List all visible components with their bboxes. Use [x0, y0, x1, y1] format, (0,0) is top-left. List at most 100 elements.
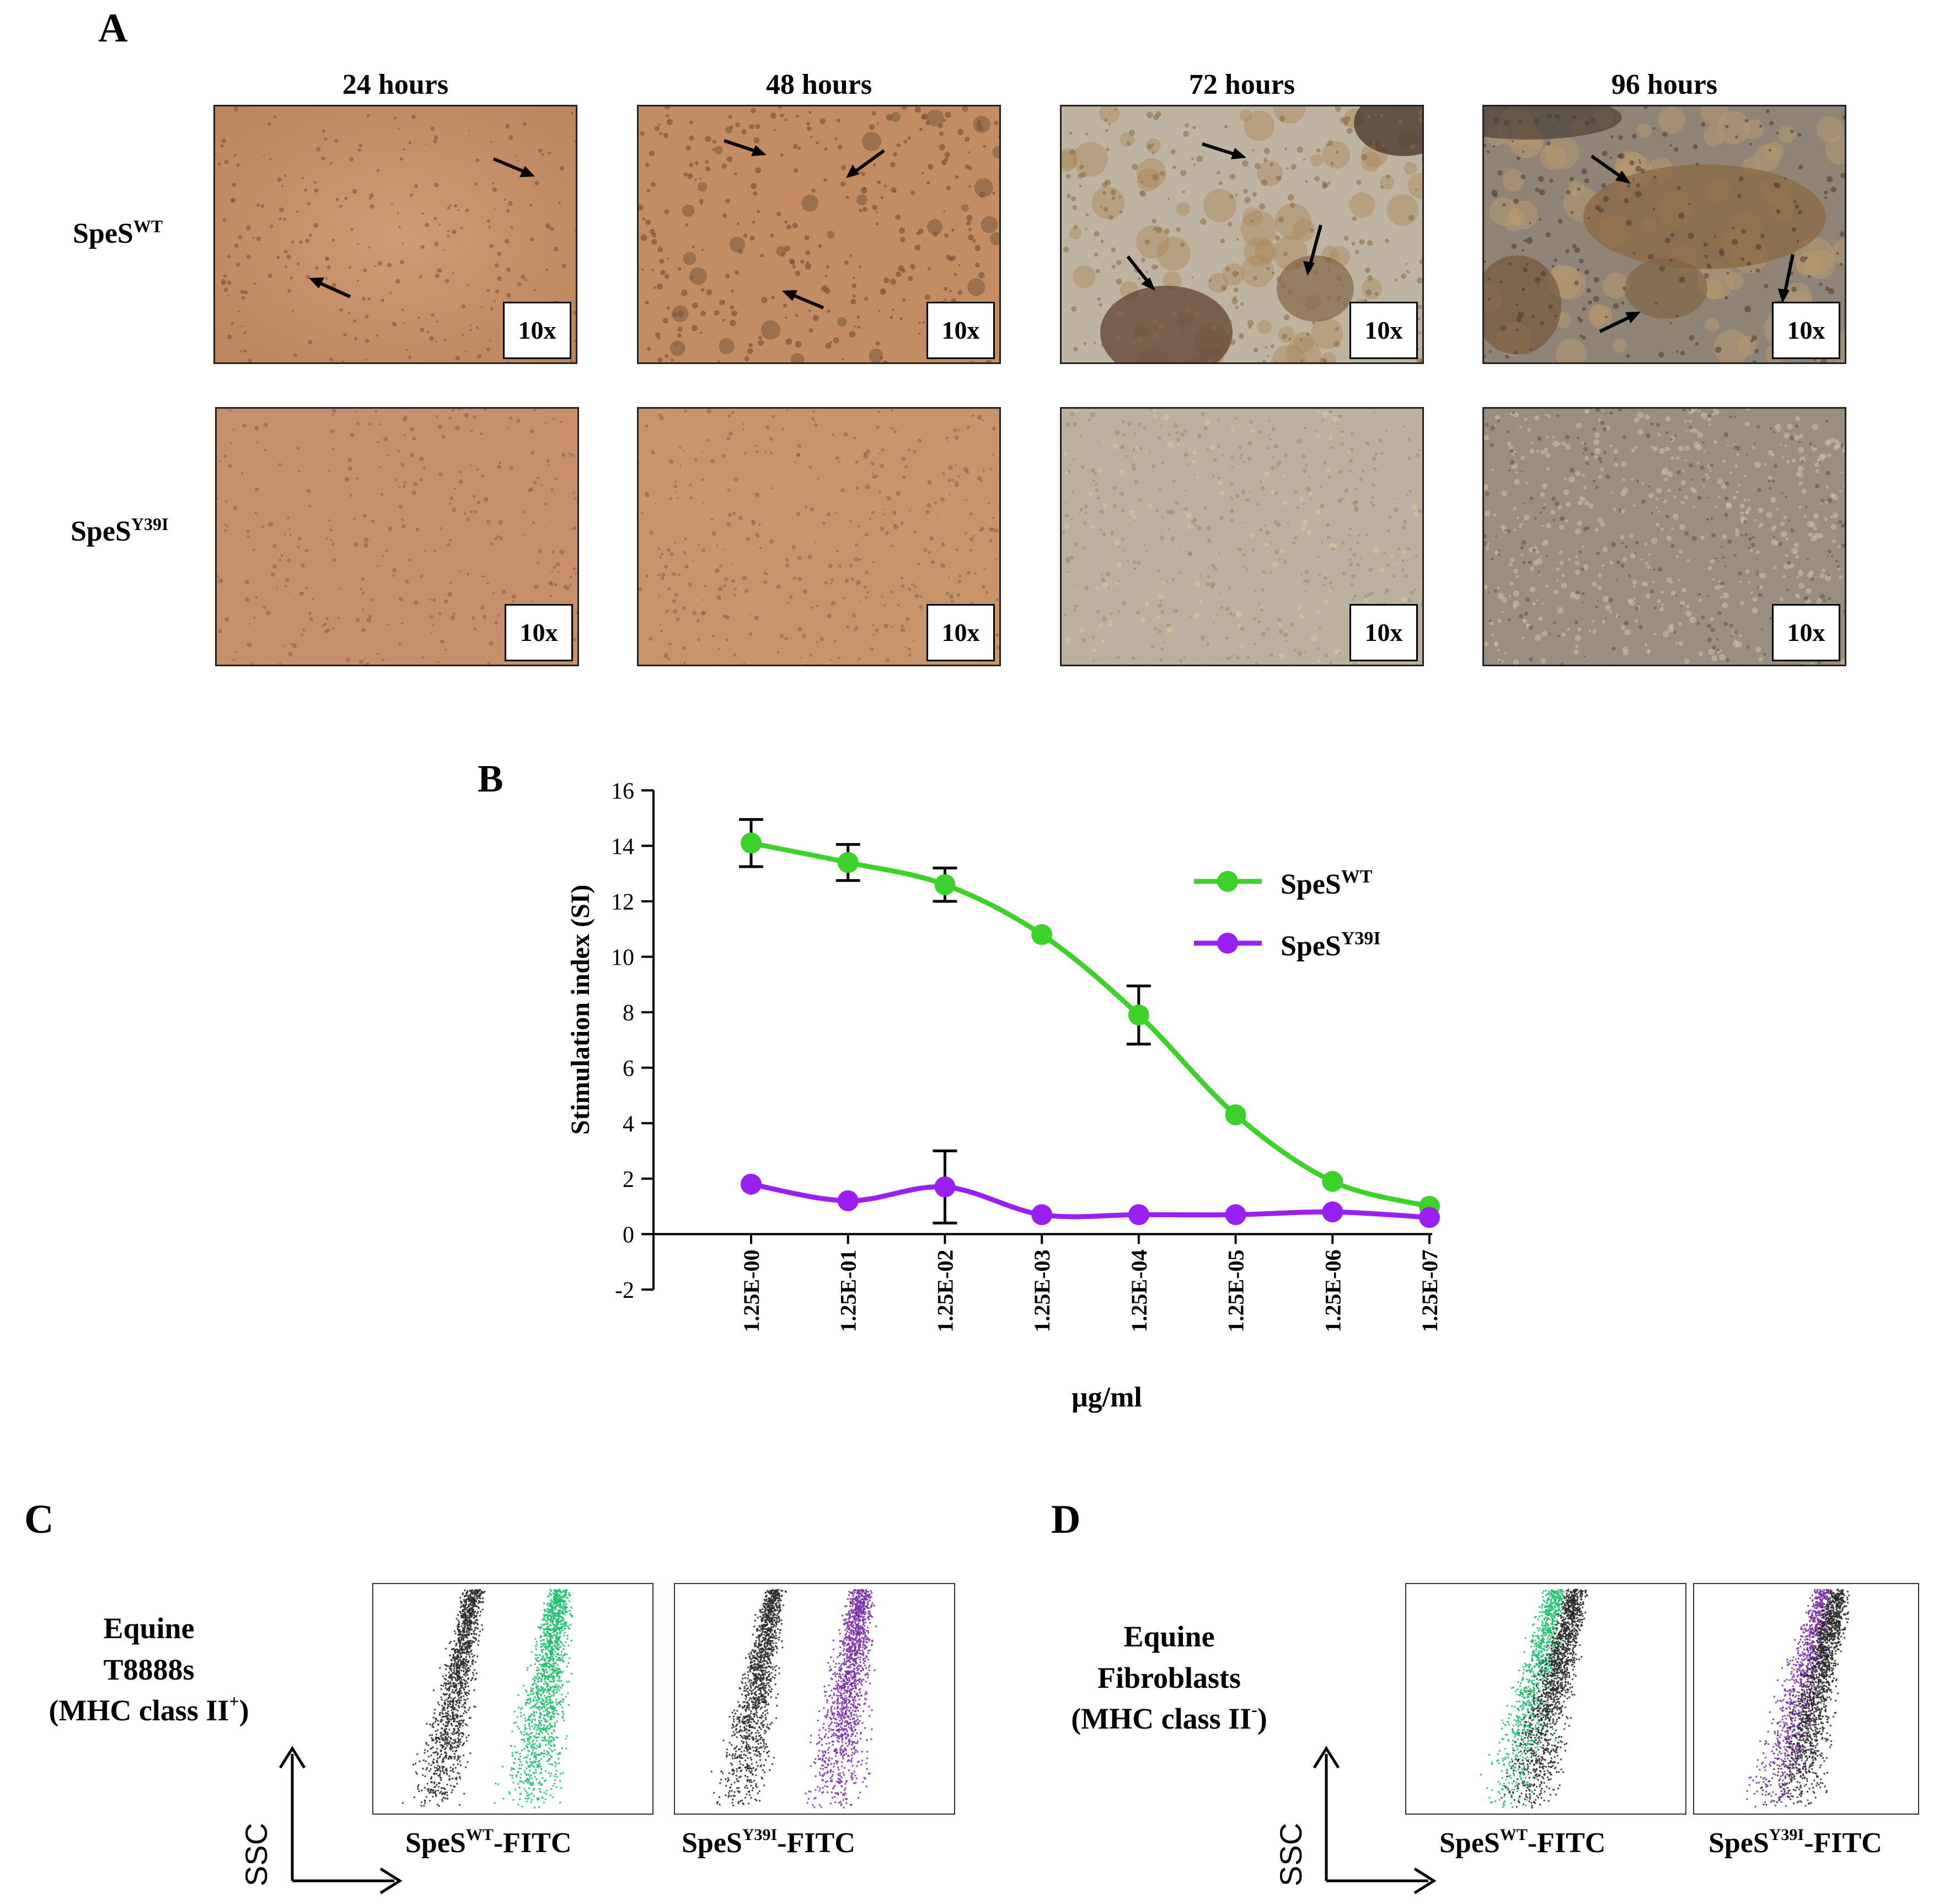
cell-speck — [1388, 515, 1392, 519]
series-line — [751, 1181, 1430, 1220]
x-tick-label: 1.25E-04 — [1127, 1249, 1151, 1332]
cell-speck — [325, 257, 329, 260]
cell-speck — [769, 437, 773, 441]
cell-speck — [883, 604, 886, 607]
cell-speck — [1791, 458, 1796, 463]
cell-speck — [1102, 502, 1107, 507]
cell-speck — [505, 239, 510, 244]
cell-speck — [1198, 600, 1203, 603]
cell-speck — [965, 137, 970, 142]
event-dot — [549, 1794, 551, 1796]
cell-speck — [692, 611, 697, 616]
event-dot — [468, 1628, 470, 1630]
cell-speck — [761, 297, 768, 303]
cell-speck — [872, 561, 875, 563]
cell-speck — [1715, 557, 1717, 560]
cell-speck — [639, 204, 644, 211]
cell-speck — [1831, 494, 1835, 498]
cell-speck — [1654, 302, 1658, 305]
cell-speck — [1112, 504, 1118, 509]
cell-speck — [1738, 571, 1742, 576]
cell-speck — [571, 528, 574, 531]
event-dot — [448, 1779, 451, 1781]
cell-speck — [1191, 520, 1195, 523]
event-dot — [442, 1739, 445, 1742]
cell-speck — [1409, 489, 1412, 493]
cell-speck — [701, 478, 704, 482]
cell-speck — [1088, 491, 1092, 496]
cell-speck — [1153, 627, 1158, 631]
event-dot — [459, 1715, 462, 1718]
cell-speck — [1278, 326, 1295, 343]
cell-speck — [1501, 490, 1508, 497]
cell-speck — [816, 141, 819, 145]
cell-speck — [1520, 553, 1524, 557]
cell-speck — [1102, 582, 1108, 588]
event-dot — [426, 1767, 428, 1769]
cell-speck — [442, 249, 445, 251]
cell-speck — [533, 480, 537, 485]
cell-speck — [1697, 496, 1702, 500]
cell-speck — [1669, 259, 1673, 262]
cell-speck — [1795, 237, 1834, 276]
event-dot — [468, 1689, 470, 1692]
cell-speck — [1254, 240, 1277, 263]
cell-species: Equine — [103, 1612, 195, 1645]
cell-speck — [470, 324, 472, 327]
cell-speck — [1545, 413, 1547, 416]
cell-speck — [1316, 510, 1321, 515]
cell-speck — [1825, 575, 1831, 581]
cell-speck — [1674, 147, 1679, 152]
event-dot — [453, 1630, 456, 1632]
cell-speck — [1084, 586, 1089, 591]
cell-speck — [706, 438, 709, 442]
cell-speck — [1786, 589, 1790, 592]
arrow-icon — [1202, 142, 1246, 159]
cell-speck — [362, 608, 365, 611]
cell-speck — [247, 534, 250, 538]
cell-speck — [1510, 557, 1515, 563]
event-dot — [453, 1640, 456, 1643]
cell-speck — [1364, 595, 1368, 598]
cell-speck — [1583, 485, 1587, 489]
cell-speck — [404, 579, 409, 584]
event-dot — [418, 1790, 420, 1793]
event-dot — [425, 1796, 428, 1798]
cell-speck — [992, 516, 994, 519]
event-dot — [457, 1763, 459, 1766]
event-dot — [424, 1787, 426, 1789]
cell-speck — [983, 568, 986, 570]
cell-speck — [1158, 569, 1160, 573]
cell-speck — [1173, 423, 1178, 428]
cell-speck — [1200, 635, 1206, 640]
event-dot — [436, 1803, 439, 1806]
cell-speck — [1674, 434, 1677, 437]
cell-speck — [1700, 535, 1705, 540]
cell-speck — [873, 163, 876, 167]
cell-speck — [1218, 181, 1223, 186]
event-dot — [458, 1651, 460, 1654]
event-dot — [449, 1640, 452, 1643]
event-dot — [454, 1714, 457, 1716]
event-dot — [459, 1764, 462, 1767]
event-dot — [462, 1651, 464, 1654]
cell-speck — [659, 416, 664, 420]
event-dot — [462, 1632, 464, 1634]
cell-speck — [1513, 506, 1517, 511]
cell-speck — [1497, 419, 1500, 422]
cell-speck — [1342, 498, 1345, 500]
event-dot — [442, 1761, 445, 1763]
cell-speck — [1106, 571, 1111, 576]
cell-speck — [1419, 259, 1422, 265]
cell-speck — [1617, 153, 1622, 159]
cell-speck — [1265, 346, 1267, 349]
cell-speck — [1318, 573, 1321, 576]
event-dot — [474, 1629, 476, 1631]
cell-speck — [1153, 333, 1160, 339]
cell-speck — [457, 208, 460, 211]
cell-speck — [1160, 610, 1165, 614]
cell-speck — [1558, 119, 1561, 122]
cell-speck — [1304, 650, 1306, 653]
cell-speck — [896, 143, 901, 147]
cell-speck — [572, 491, 575, 494]
